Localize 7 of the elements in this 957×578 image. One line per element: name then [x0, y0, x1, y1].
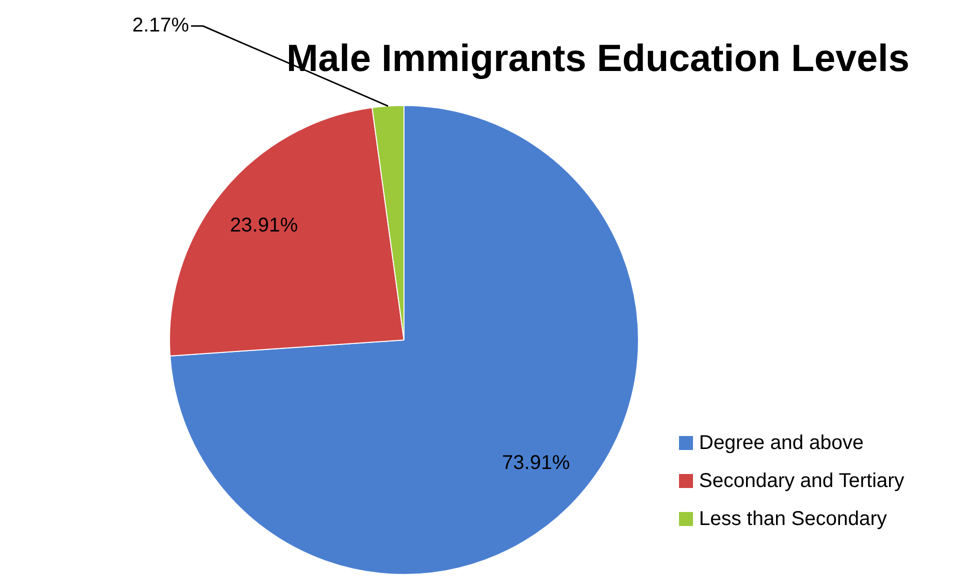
data-label: 23.91%: [230, 214, 298, 237]
legend-label: Less than Secondary: [699, 508, 887, 530]
data-label: 73.91%: [502, 452, 570, 474]
text: Male Immigrants Education Levels: [286, 38, 910, 81]
legend-label: Degree and above: [699, 432, 864, 454]
legend-label: Secondary and Tertiary: [699, 470, 904, 492]
data-label: 2.17%: [132, 14, 190, 37]
